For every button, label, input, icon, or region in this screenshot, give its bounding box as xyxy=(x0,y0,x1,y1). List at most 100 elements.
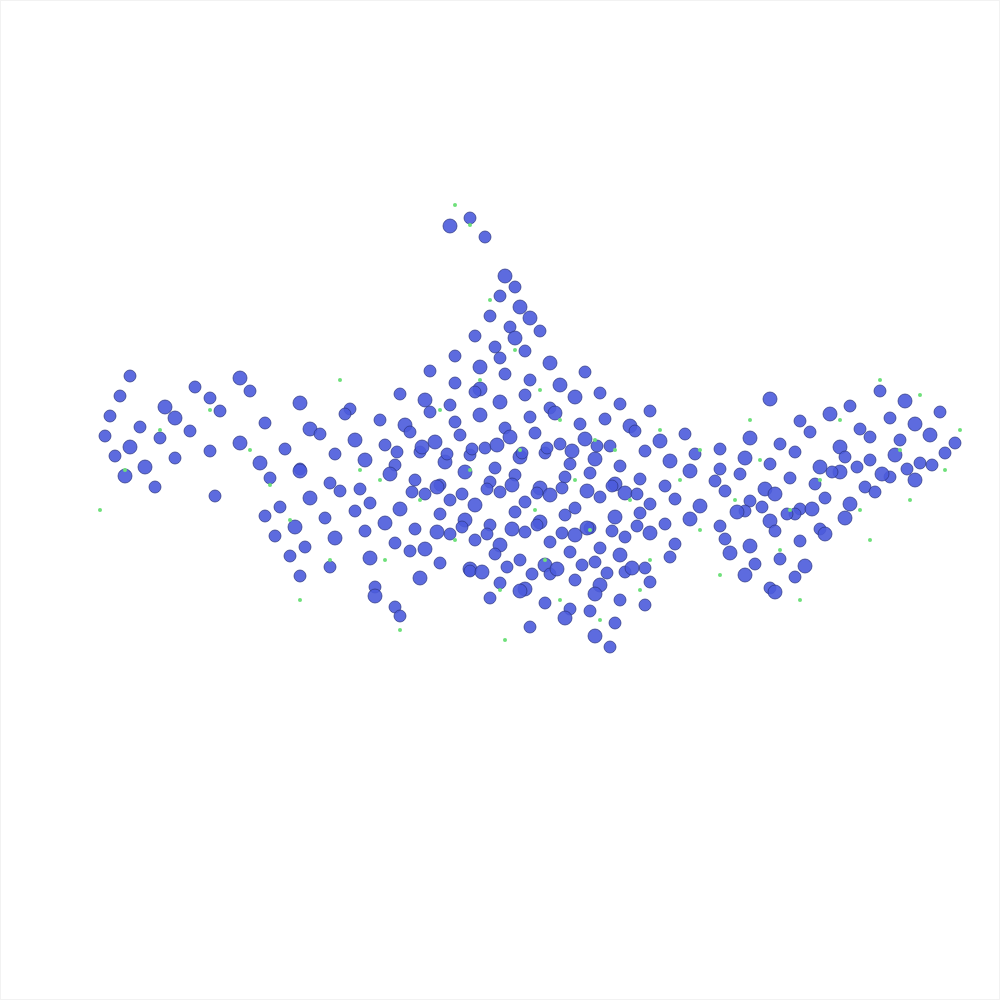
scatter-point xyxy=(564,546,576,558)
scatter-point xyxy=(444,399,456,411)
scatter-point xyxy=(404,545,416,557)
scatter-point xyxy=(391,446,403,458)
scatter-point xyxy=(531,487,543,499)
scatter-point xyxy=(584,467,596,479)
scatter-point xyxy=(298,598,302,602)
scatter-point xyxy=(749,558,761,570)
scatter-point xyxy=(958,428,962,432)
scatter-point xyxy=(524,621,536,633)
scatter-point xyxy=(858,508,862,512)
scatter-point xyxy=(576,559,588,571)
scatter-point xyxy=(908,498,912,502)
scatter-point xyxy=(768,487,782,501)
scatter-point xyxy=(594,542,606,554)
scatter-point xyxy=(288,520,302,534)
scatter-point xyxy=(678,478,682,482)
scatter-point xyxy=(456,488,468,500)
scatter-point xyxy=(794,415,806,427)
scatter-point xyxy=(875,467,889,481)
scatter-point xyxy=(851,461,863,473)
scatter-point xyxy=(601,567,613,579)
scatter-point xyxy=(698,528,702,532)
scatter-point xyxy=(733,498,737,502)
scatter-point xyxy=(631,520,643,532)
scatter-point xyxy=(299,541,311,553)
scatter-point xyxy=(719,533,731,545)
scatter-point xyxy=(556,482,568,494)
scatter-point xyxy=(774,438,786,450)
scatter-point xyxy=(604,641,616,653)
scatter-point xyxy=(534,325,546,337)
scatter-point xyxy=(456,521,468,533)
scatter-point xyxy=(644,405,656,417)
scatter-point xyxy=(769,525,781,537)
scatter-point xyxy=(434,508,446,520)
scatter-point xyxy=(209,490,221,502)
scatter-point xyxy=(354,483,366,495)
scatter-point xyxy=(730,505,744,519)
scatter-point xyxy=(689,448,701,460)
scatter-point xyxy=(404,426,416,438)
scatter-point xyxy=(398,628,402,632)
scatter-point xyxy=(593,438,597,442)
scatter-point xyxy=(544,536,556,548)
scatter-point xyxy=(723,546,737,560)
scatter-point xyxy=(763,392,777,406)
scatter-point xyxy=(424,365,436,377)
scatter-point xyxy=(884,412,896,424)
scatter-point xyxy=(901,463,913,475)
scatter-point xyxy=(264,472,276,484)
scatter-point xyxy=(449,350,461,362)
scatter-point xyxy=(494,577,506,589)
scatter-point xyxy=(558,598,562,602)
scatter-point xyxy=(168,411,182,425)
scatter-point xyxy=(888,448,902,462)
scatter-point xyxy=(606,480,618,492)
scatter-point xyxy=(869,486,881,498)
scatter-point xyxy=(359,525,371,537)
scatter-point xyxy=(406,486,418,498)
scatter-point xyxy=(473,360,487,374)
scatter-point xyxy=(569,502,581,514)
scatter-point xyxy=(329,448,341,460)
scatter-point xyxy=(644,576,656,588)
scatter-point xyxy=(430,480,444,494)
scatter-point xyxy=(303,491,317,505)
scatter-point xyxy=(579,366,591,378)
scatter-point xyxy=(449,416,461,428)
scatter-point xyxy=(718,573,722,577)
scatter-point xyxy=(409,523,421,535)
scatter-point xyxy=(609,617,621,629)
scatter-point xyxy=(714,520,726,532)
scatter-point xyxy=(564,458,576,470)
scatter-point xyxy=(184,425,196,437)
scatter-point xyxy=(494,290,506,302)
scatter-point xyxy=(434,557,446,569)
scatter-point xyxy=(639,445,651,457)
scatter-point xyxy=(748,418,752,422)
scatter-point xyxy=(389,537,401,549)
scatter-point xyxy=(588,452,602,466)
scatter-point xyxy=(558,418,562,422)
scatter-point xyxy=(284,550,296,562)
scatter-point xyxy=(663,454,677,468)
scatter-point xyxy=(438,408,442,412)
scatter-point xyxy=(418,498,422,502)
scatter-point xyxy=(664,551,676,563)
scatter-point xyxy=(805,502,819,516)
scatter-point xyxy=(314,428,326,440)
scatter-point xyxy=(109,450,121,462)
scatter-point xyxy=(781,508,793,520)
scatter-point xyxy=(118,469,132,483)
scatter-point xyxy=(541,442,553,454)
scatter-point xyxy=(653,434,667,448)
scatter-point xyxy=(838,418,842,422)
scatter-point xyxy=(854,423,866,435)
scatter-point xyxy=(543,356,557,370)
scatter-point xyxy=(613,548,627,562)
scatter-point xyxy=(683,512,697,526)
scatter-point xyxy=(441,448,453,460)
scatter-point xyxy=(244,385,256,397)
scatter-point xyxy=(539,597,551,609)
scatter-point xyxy=(169,452,181,464)
